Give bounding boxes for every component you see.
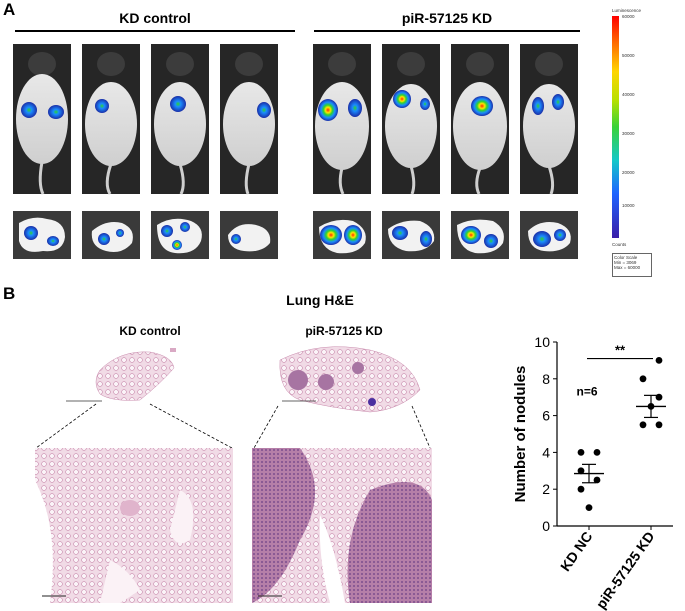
- he-section-pir-kd: [279, 346, 421, 413]
- data-point: [655, 357, 663, 364]
- colorbar-tick-3: 30000: [622, 131, 635, 136]
- mouse-tile-5: [313, 44, 371, 195]
- he-label-pir-kd: piR-57125 KD: [305, 324, 383, 338]
- he-zoom-kd-control: [35, 448, 233, 603]
- color-scale-line-2: Min = 3069: [614, 260, 637, 265]
- colorbar-unit: Counts: [612, 242, 627, 247]
- data-point: [585, 504, 593, 511]
- data-point: [577, 467, 585, 475]
- lung-tile-4: [220, 211, 278, 259]
- data-point: [655, 421, 663, 429]
- lung-tile-5: [313, 211, 371, 259]
- mouse-tile-6: [382, 44, 440, 195]
- mouse-tile-7: [451, 44, 509, 195]
- data-point: [577, 449, 585, 456]
- group-title-kd-control: KD control: [119, 10, 191, 26]
- he-section-kd-control: [66, 348, 176, 402]
- data-point: [593, 476, 601, 484]
- y-tick-label: 2: [542, 481, 550, 497]
- n-label: n=6: [576, 384, 597, 398]
- colorbar-tick-5: 10000: [622, 203, 635, 208]
- y-tick-label: 6: [542, 408, 550, 424]
- lung-tile-7: [451, 211, 509, 259]
- y-tick-label: 10: [534, 334, 550, 350]
- he-histology-images: [35, 346, 432, 603]
- colorbar-tick-1: 50000: [622, 53, 635, 58]
- color-scale-line-1: Color Scale: [614, 255, 638, 260]
- significance-label: **: [615, 343, 626, 358]
- mouse-tile-1: [13, 44, 71, 195]
- y-tick-label: 0: [542, 518, 550, 534]
- he-label-kd-control: KD control: [119, 324, 181, 338]
- mouse-imaging-row: [13, 44, 578, 195]
- data-point: [639, 375, 647, 383]
- data-point: [577, 485, 585, 493]
- panel-b-label: B: [3, 284, 16, 303]
- he-zoom-pir-kd: [252, 448, 432, 603]
- group-title-pir-kd: piR-57125 KD: [401, 10, 493, 26]
- lung-tile-1: [13, 211, 71, 259]
- data-point: [639, 421, 647, 429]
- lung-tile-3: [151, 211, 209, 259]
- colorbar-title: Luminescence: [612, 8, 642, 13]
- group-rule-kd-control: [15, 30, 295, 32]
- x-tick-label: piR-57125 KD: [593, 529, 658, 611]
- lung-imaging-row: [13, 211, 578, 259]
- mouse-tile-3: [151, 44, 209, 195]
- y-axis-title: Number of nodules: [512, 366, 529, 503]
- data-point: [593, 449, 601, 456]
- colorbar-tick-4: 20000: [622, 170, 635, 175]
- mouse-tile-4: [220, 44, 278, 195]
- colorbar-tick-2: 40000: [622, 92, 635, 97]
- colorbar-gradient: [612, 16, 619, 238]
- color-scale-line-3: Max = 60000: [614, 265, 641, 270]
- mouse-tile-2: [82, 44, 140, 195]
- y-tick-label: 4: [542, 444, 550, 460]
- colorbar-panel: Luminescence 60000 50000 40000 30000 200…: [596, 4, 682, 290]
- he-title: Lung H&E: [286, 292, 354, 308]
- y-tick-label: 8: [542, 371, 550, 387]
- color-scale-box: Color Scale Min = 3069 Max = 60000: [612, 253, 652, 277]
- x-tick-label: KD NC: [557, 529, 596, 575]
- lung-tile-6: [382, 211, 440, 259]
- lung-tile-2: [82, 211, 140, 259]
- panel-a-label: A: [3, 0, 16, 19]
- mouse-tile-8: [520, 44, 578, 195]
- lung-tile-8: [520, 211, 578, 259]
- group-rule-pir-kd: [314, 30, 580, 32]
- colorbar-tick-top: 60000: [622, 14, 635, 19]
